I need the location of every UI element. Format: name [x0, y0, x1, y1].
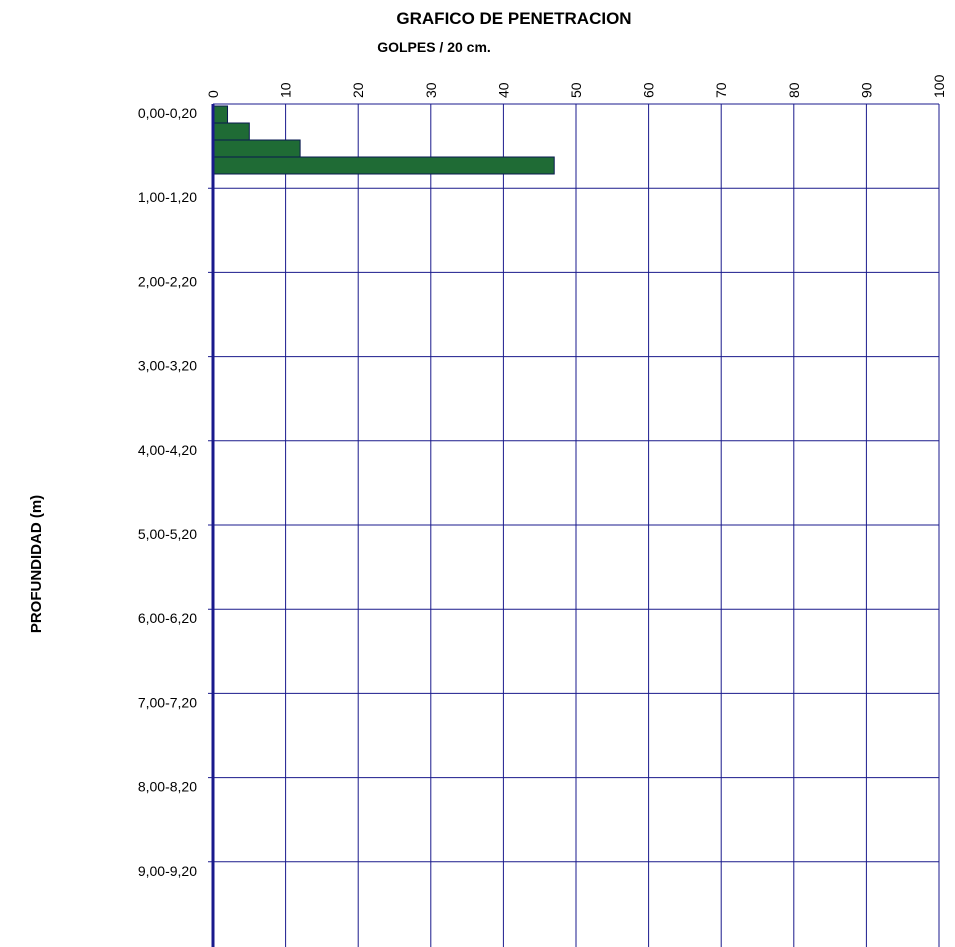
bar [212, 122, 250, 141]
x-tick-label: 10 [278, 82, 294, 98]
x-tick-label: 30 [423, 82, 439, 98]
y-tick-label: 7,00-7,20 [138, 694, 197, 710]
y-tick-label: 4,00-4,20 [138, 442, 197, 458]
bar [212, 156, 555, 175]
x-tick-label: 60 [641, 82, 657, 98]
grid-lines [208, 103, 940, 947]
y-tick-label: 0,00-0,20 [138, 105, 197, 121]
y-tick-label: 3,00-3,20 [138, 358, 197, 374]
y-tick-label: 8,00-8,20 [138, 779, 197, 795]
y-tick-label: 6,00-6,20 [138, 610, 197, 626]
x-tick-label: 80 [786, 82, 802, 98]
chart-subtitle: GOLPES / 20 cm. [377, 39, 491, 55]
x-tick-label: 90 [858, 82, 874, 98]
y-tick-labels: 0,00-0,20 1,00-1,20 2,00-2,20 3,00-3,20 4,00… [138, 105, 197, 879]
bar [212, 105, 229, 124]
x-tick-label: 20 [350, 82, 366, 98]
x-tick-label: 40 [495, 82, 511, 98]
chart-title: GRAFICO DE PENETRACION [396, 9, 631, 28]
y-tick-label: 9,00-9,20 [138, 863, 197, 879]
y-tick-label: 1,00-1,20 [138, 189, 197, 205]
x-tick-label: 70 [713, 82, 729, 98]
y-axis-label: PROFUNDIDAD (m) [28, 495, 45, 633]
y-tick-label: 2,00-2,20 [138, 273, 197, 289]
bar-series [212, 105, 555, 175]
x-tick-label: 50 [568, 82, 584, 98]
x-tick-labels: 0 10 20 30 40 50 60 70 80 90 100 [205, 74, 947, 98]
x-tick-label: 0 [205, 90, 221, 98]
x-tick-label: 100 [931, 74, 947, 98]
bar [212, 139, 301, 158]
y-tick-label: 5,00-5,20 [138, 526, 197, 542]
